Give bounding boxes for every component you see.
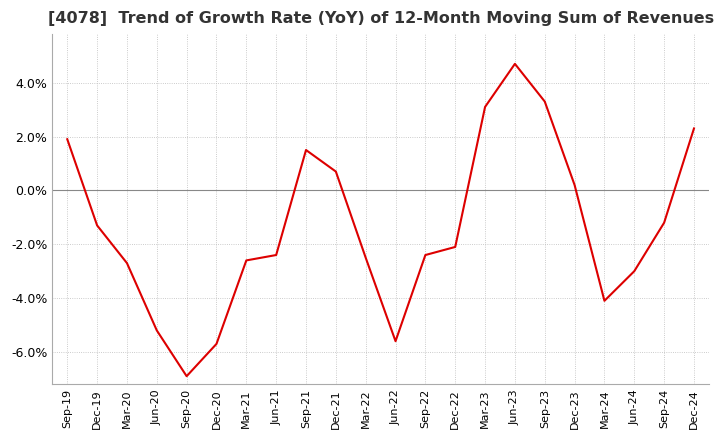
Title: [4078]  Trend of Growth Rate (YoY) of 12-Month Moving Sum of Revenues: [4078] Trend of Growth Rate (YoY) of 12-… <box>48 11 714 26</box>
